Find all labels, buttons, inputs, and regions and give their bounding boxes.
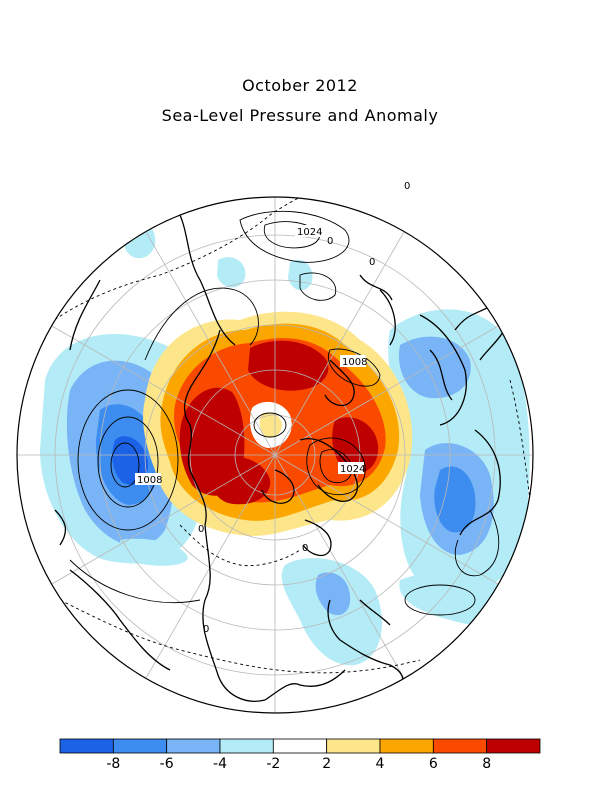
colorbar-bin [273, 739, 326, 753]
colorbar-bin [113, 739, 166, 753]
colorbar-bin [220, 739, 273, 753]
colorbar-tick-label: 6 [429, 756, 438, 772]
colorbar-bin [487, 739, 540, 753]
colorbar-bin [327, 739, 380, 753]
colorbar-tick-label: -4 [213, 756, 227, 772]
colorbar-tick-label: 8 [482, 756, 491, 772]
colorbar-bin [167, 739, 220, 753]
colorbar-bin [380, 739, 433, 753]
colorbar-bins [60, 739, 540, 753]
colorbar-bin [60, 739, 113, 753]
colorbar-ticks: -8 -6 -4 -2 2 4 6 8 [106, 756, 491, 772]
colorbar-tick-label: -2 [266, 756, 280, 772]
colorbar-tick-label: -6 [160, 756, 174, 772]
colorbar-tick-label: -8 [106, 756, 120, 772]
colorbar-bin [433, 739, 486, 753]
colorbar-tick-label: 4 [376, 756, 385, 772]
colorbar-tick-label: 2 [322, 756, 331, 772]
